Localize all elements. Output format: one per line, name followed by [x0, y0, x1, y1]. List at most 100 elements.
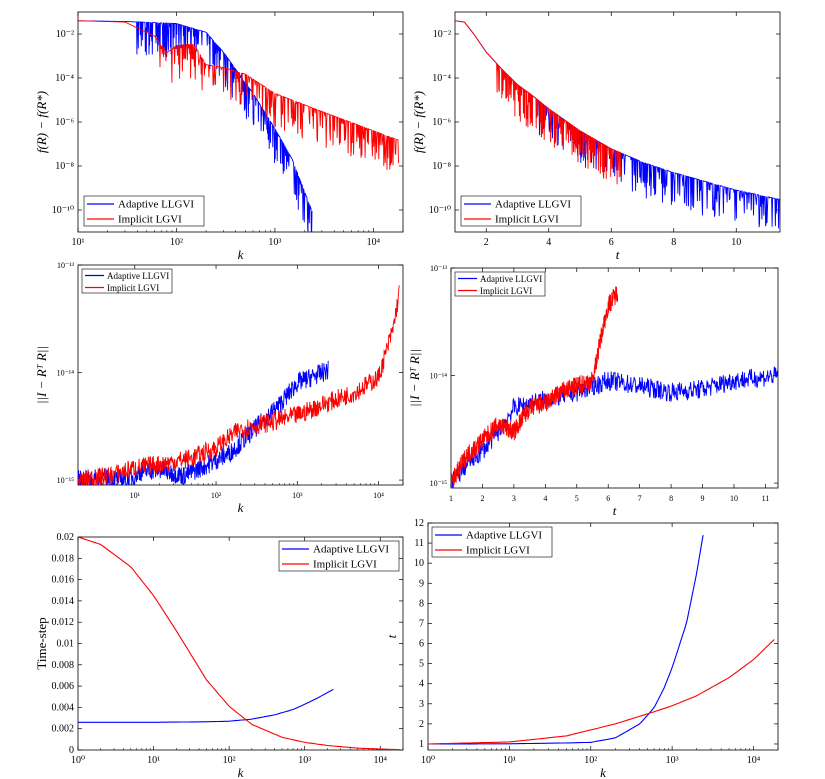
- y-tick-label: 0.014: [52, 596, 75, 607]
- x-tick-label: 10³: [298, 755, 311, 766]
- legend-label-1: Implicit LGVI: [313, 559, 377, 571]
- series-line-1: [451, 286, 619, 488]
- legend-label-0: Adaptive LLGVI: [466, 530, 542, 542]
- y-tick-label: 10⁻²: [433, 29, 451, 40]
- legend-label-1: Implicit LGVI: [495, 214, 559, 226]
- y-tick-label: 12: [414, 518, 424, 529]
- legend-label-1: Implicit LGVI: [118, 214, 182, 226]
- plot-frame: [77, 264, 404, 486]
- x-tick-label: 10⁴: [374, 755, 388, 766]
- x-tick-label: 10¹: [130, 491, 141, 500]
- plot-frame: [454, 11, 781, 233]
- series-line-1: [78, 285, 400, 485]
- legend: Adaptive LLGVI Implicit LGVI: [83, 195, 205, 227]
- y-tick-label: 10⁻¹⁴: [57, 369, 75, 378]
- chart-p5: 10⁰ 10¹ 10² 10³ 10⁴ 0.02 0.018 0.016 0.014 0.012 0…: [34, 532, 404, 779]
- x-tick-label: 10¹: [503, 755, 516, 766]
- x-tick-label: 5: [575, 494, 579, 503]
- legend-label-0: Adaptive LLGVI: [313, 544, 389, 556]
- series-line-0: [428, 535, 704, 745]
- legend-box: [278, 540, 400, 572]
- x-tick-label: 8: [669, 494, 673, 503]
- y-axis-label: t: [384, 634, 399, 638]
- x-tick-label: 6: [609, 237, 614, 248]
- x-tick-label: 10²: [211, 491, 222, 500]
- x-axis-label: k: [600, 765, 606, 779]
- x-tick-label: 3: [512, 494, 516, 503]
- x-tick-label: 10²: [170, 237, 183, 248]
- legend: Adaptive LLGVI Implicit LGVI: [431, 526, 553, 558]
- y-tick-label: 10⁻¹³: [430, 264, 448, 273]
- series-line-0: [451, 366, 778, 488]
- y-tick-label: 5: [419, 659, 424, 670]
- x-tick-label: 1: [449, 494, 453, 503]
- x-tick-label: 10⁴: [747, 755, 761, 766]
- y-tick-label: 10⁻⁸: [55, 161, 74, 172]
- legend-label-0: Adaptive LLGVI: [118, 199, 194, 211]
- x-tick-label: 10⁰: [71, 755, 85, 766]
- x-tick-label: 4: [546, 237, 551, 248]
- x-tick-label: 2: [480, 494, 484, 503]
- x-axis-label: k: [238, 500, 244, 515]
- y-tick-label: 10⁻⁶: [55, 117, 74, 128]
- legend-box: [454, 271, 546, 297]
- y-tick-label: 0.002: [52, 724, 75, 735]
- y-tick-label: 10⁻²: [56, 29, 74, 40]
- y-tick-label: 7: [419, 618, 424, 629]
- x-axis-label: k: [238, 247, 244, 262]
- chart-p3: 10¹ 10² 10³ 10⁴ 10⁻¹³ 10⁻¹⁴ 10⁻¹⁵ k ||I − Rᵀ R||…: [34, 261, 404, 515]
- x-tick-label: 10⁰: [421, 755, 435, 766]
- y-axis-label: Time-step: [34, 617, 49, 669]
- x-axis-label: t: [616, 247, 620, 262]
- y-tick-label: 0.008: [52, 660, 75, 671]
- y-axis-label: f(R) − f(R*): [34, 91, 49, 153]
- y-tick-label: 2: [419, 719, 424, 730]
- series-line-1: [428, 639, 775, 745]
- chart-p2: 2 4 6 8 10 10⁻² 10⁻⁴ 10⁻⁶ 10⁻⁸ 10⁻¹⁰ t f(R) − f(R*)…: [411, 11, 781, 262]
- y-tick-label: 0: [69, 745, 74, 756]
- x-tick-label: 8: [671, 237, 676, 248]
- y-tick-label: 8: [419, 598, 424, 609]
- legend: Adaptive LLGVI Implicit LGVI: [81, 268, 173, 294]
- x-tick-label: 2: [484, 237, 489, 248]
- y-axis-label: ||I − Rᵀ R||: [407, 349, 422, 407]
- x-tick-label: 10⁴: [373, 491, 384, 500]
- legend-box: [460, 195, 582, 227]
- y-tick-label: 0.01: [57, 639, 75, 650]
- legend-label-1: Implicit LGVI: [480, 286, 532, 296]
- x-tick-label: 4: [543, 494, 547, 503]
- chart-p6: 10⁰ 10¹ 10² 10³ 10⁴123456789101112ktAdaptive…: [384, 518, 779, 779]
- y-tick-label: 0.006: [52, 681, 75, 692]
- x-tick-label: 9: [701, 494, 705, 503]
- x-tick-label: 10²: [223, 755, 236, 766]
- x-tick-label: 10³: [292, 491, 303, 500]
- y-tick-label: 10⁻¹⁰: [52, 205, 74, 216]
- y-tick-label: 4: [419, 679, 424, 690]
- y-tick-label: 0.016: [52, 575, 75, 586]
- x-tick-label: 10³: [268, 237, 281, 248]
- y-tick-label: 10⁻¹⁴: [430, 372, 448, 381]
- series-line-1: [78, 20, 399, 170]
- legend-box: [83, 195, 205, 227]
- legend-box: [431, 526, 553, 558]
- y-tick-label: 10⁻⁴: [55, 73, 74, 84]
- y-tick-label: 0.02: [57, 532, 75, 543]
- chart-p1: 10¹ 10² 10³ 10⁴ 10⁻² 10⁻⁴ 10⁻⁶ 10⁻⁸ 10⁻¹⁰ k f(R) −…: [34, 11, 404, 262]
- legend-label-0: Adaptive LLGVI: [495, 199, 571, 211]
- legend: Adaptive LLGVI Implicit LGVI: [460, 195, 582, 227]
- y-tick-label: 10⁻¹⁰: [429, 205, 451, 216]
- x-tick-label: 11: [762, 494, 770, 503]
- y-axis-label: f(R) − f(R*): [411, 91, 426, 153]
- x-axis-label: k: [238, 765, 244, 779]
- plot-frame: [427, 522, 779, 751]
- y-tick-label: 10⁻⁸: [432, 161, 451, 172]
- y-tick-label: 10⁻¹⁵: [57, 476, 75, 485]
- x-tick-label: 10⁴: [367, 237, 381, 248]
- series-line-1: [78, 537, 400, 750]
- y-tick-label: 9: [419, 578, 424, 589]
- y-tick-label: 0.004: [52, 702, 75, 713]
- legend: Adaptive LLGVI Implicit LGVI: [278, 540, 400, 572]
- x-tick-label: 7: [638, 494, 642, 503]
- legend-label-0: Adaptive LLGVI: [107, 271, 169, 281]
